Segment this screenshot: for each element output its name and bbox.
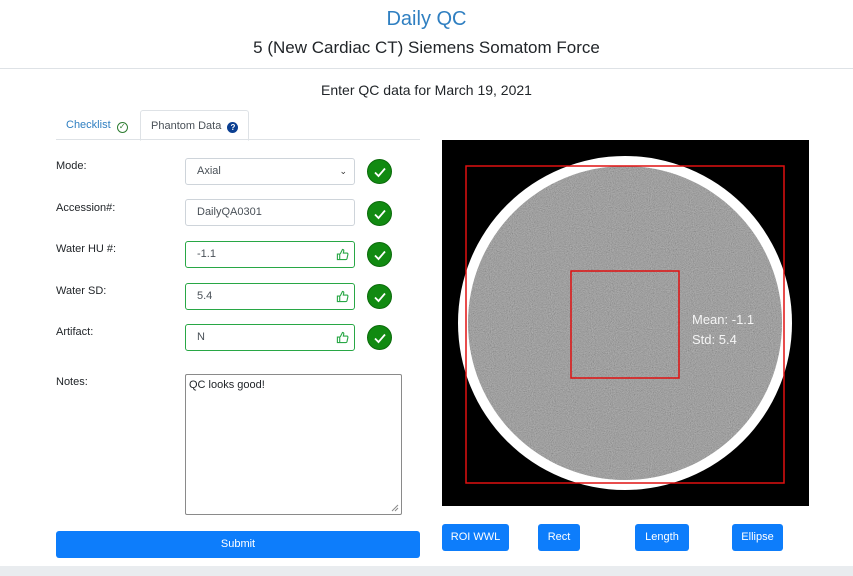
mode-label: Mode: <box>56 160 87 172</box>
phantom-image <box>442 140 809 506</box>
length-button[interactable]: Length <box>635 524 689 551</box>
tab-divider <box>56 139 420 140</box>
artifact-ok-icon <box>367 325 392 350</box>
help-circle-icon[interactable]: ? <box>227 122 239 133</box>
water-sd-ok-icon <box>367 284 392 309</box>
thumbs-up-icon <box>336 331 349 344</box>
accession-label: Accession#: <box>56 202 116 214</box>
tab-checklist-label: Checklist <box>66 119 111 131</box>
accession-input[interactable]: DailyQA0301 <box>185 199 355 226</box>
roi-center-rect <box>570 270 680 379</box>
mode-select[interactable]: Axial ⌄ <box>185 158 355 185</box>
scanner-subtitle: 5 (New Cardiac CT) Siemens Somatom Force <box>253 38 600 57</box>
water-sd-label: Water SD: <box>56 285 107 297</box>
artifact-input-value: N <box>197 331 205 343</box>
footer-bar <box>0 566 853 576</box>
water-hu-input-value: -1.1 <box>197 248 216 260</box>
tab-phantom-data-label: Phantom Data <box>151 120 222 132</box>
water-hu-input[interactable]: -1.1 <box>185 241 355 268</box>
thumbs-up-icon <box>336 290 349 303</box>
notes-label: Notes: <box>56 376 88 388</box>
resize-grip-icon[interactable] <box>391 504 399 512</box>
header-divider <box>0 68 853 69</box>
artifact-input[interactable]: N <box>185 324 355 351</box>
water-hu-label: Water HU #: <box>56 243 117 255</box>
roi-std: Std: 5.4 <box>692 332 737 347</box>
accession-input-value: DailyQA0301 <box>197 206 262 218</box>
check-circle-icon: ✓ <box>116 122 128 133</box>
rect-button[interactable]: Rect <box>538 524 580 551</box>
chevron-down-icon: ⌄ <box>339 166 347 176</box>
tab-bar: Checklist ✓ Phantom Data ? <box>56 110 420 141</box>
roi-stats: Mean: -1.1 Std: 5.4 <box>692 310 754 350</box>
notes-textarea[interactable]: QC looks good! <box>185 374 402 515</box>
ellipse-button[interactable]: Ellipse <box>732 524 783 551</box>
tab-phantom-data[interactable]: Phantom Data ? <box>140 110 250 141</box>
thumbs-up-icon <box>336 248 349 261</box>
roi-mean: Mean: -1.1 <box>692 312 755 327</box>
qc-date-title: Enter QC data for March 19, 2021 <box>321 82 532 98</box>
notes-textarea-value: QC looks good! <box>189 379 265 391</box>
roi-outer-rect <box>465 165 785 484</box>
phantom-image-viewer[interactable]: Mean: -1.1 Std: 5.4 <box>442 140 809 506</box>
mode-select-value: Axial <box>197 165 221 177</box>
water-hu-ok-icon <box>367 242 392 267</box>
accession-ok-icon <box>367 201 392 226</box>
roi-wwl-button[interactable]: ROI WWL <box>442 524 509 551</box>
artifact-label: Artifact: <box>56 326 94 338</box>
mode-ok-icon <box>367 159 392 184</box>
water-sd-input[interactable]: 5.4 <box>185 283 355 310</box>
app-title: Daily QC <box>386 8 467 30</box>
water-sd-input-value: 5.4 <box>197 290 213 302</box>
submit-button[interactable]: Submit <box>56 531 420 558</box>
tab-checklist[interactable]: Checklist ✓ <box>56 110 138 140</box>
